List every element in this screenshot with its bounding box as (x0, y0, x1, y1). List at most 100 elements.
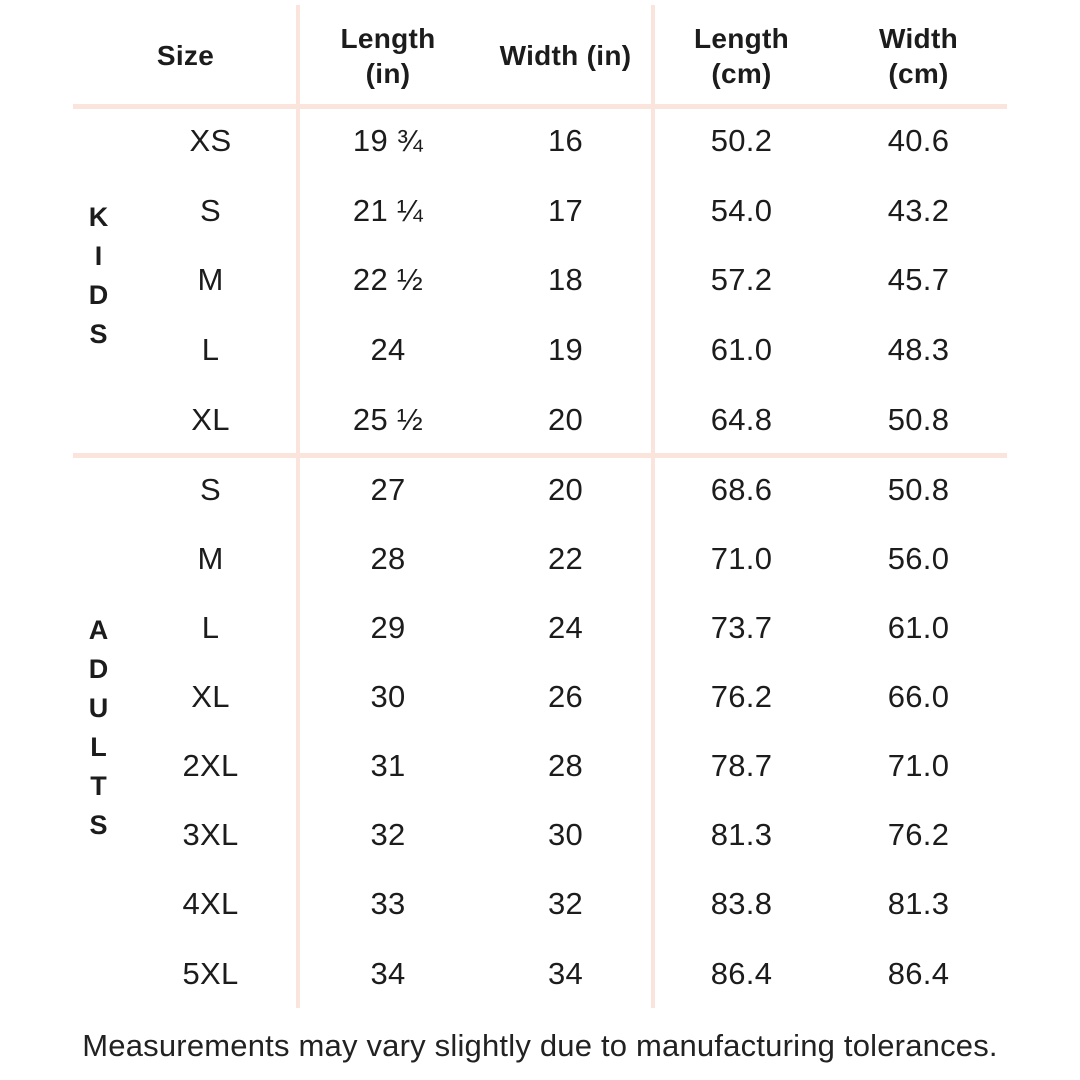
width-cm-cell: 86.4 (887, 955, 950, 991)
size-chart-table: Size Length (in) Width (in) Length (cm) … (73, 5, 1007, 1008)
length-in-cell: 24 (370, 332, 406, 368)
size-cell: M (197, 262, 224, 298)
width-cm-cell: 61.0 (887, 609, 950, 645)
size-cell: L (201, 332, 220, 368)
table-row: 3XL 32 30 81.3 76.2 (123, 801, 1007, 870)
header-length-cm-line2: (cm) (711, 57, 772, 89)
length-cm-cell: 83.8 (710, 886, 773, 922)
size-cell: XS (189, 122, 232, 158)
width-cm-cell: 48.3 (887, 332, 950, 368)
length-cm-cell: 64.8 (710, 402, 773, 438)
size-cell: S (200, 192, 221, 228)
table-row: XS 19 ¾ 16 50.2 40.6 (123, 106, 1007, 176)
width-in-cell: 30 (547, 817, 584, 853)
length-cm-cell: 81.3 (710, 817, 773, 853)
group-cell-kids: KIDS (73, 106, 123, 455)
section-adults: ADULTS S 27 20 68.6 50.8 M 28 22 71.0 56… (73, 455, 1007, 1008)
header-divider (73, 104, 1007, 109)
header-length-in-line2: (in) (365, 57, 411, 89)
header-width-in-label: Width (in) (499, 40, 632, 71)
header-length-cm: Length (cm) (653, 5, 830, 106)
length-cm-cell: 61.0 (710, 332, 773, 368)
width-cm-cell: 66.0 (887, 678, 950, 714)
table-row: XL 25 ½ 20 64.8 50.8 (123, 385, 1007, 455)
length-in-cell: 27 (370, 471, 406, 507)
length-cm-cell: 76.2 (710, 678, 773, 714)
table-header-row: Size Length (in) Width (in) Length (cm) … (73, 5, 1007, 106)
length-cm-cell: 50.2 (710, 122, 773, 158)
group-label-kids: KIDS (83, 202, 114, 359)
length-cm-cell: 78.7 (710, 748, 773, 784)
size-cell: 3XL (182, 817, 239, 853)
length-in-cell: 22 ½ (352, 262, 424, 298)
width-cm-cell: 43.2 (887, 192, 950, 228)
size-cell: M (197, 540, 224, 576)
kids-rows: XS 19 ¾ 16 50.2 40.6 S 21 ¼ 17 54.0 43.2… (123, 106, 1007, 455)
size-cell: XL (191, 402, 230, 438)
header-width-cm-line2: (cm) (888, 57, 949, 89)
width-cm-cell: 45.7 (887, 262, 950, 298)
length-in-cell: 19 ¾ (352, 122, 424, 158)
width-in-cell: 28 (547, 748, 584, 784)
width-cm-cell: 71.0 (887, 748, 950, 784)
kids-adults-divider (73, 453, 1007, 458)
length-in-cell: 30 (370, 678, 406, 714)
header-length-in-line1: Length (340, 22, 436, 54)
length-cm-cell: 57.2 (710, 262, 773, 298)
table-row: M 28 22 71.0 56.0 (123, 524, 1007, 593)
width-in-cell: 24 (547, 609, 584, 645)
size-cell: 4XL (182, 886, 239, 922)
table-row: 4XL 33 32 83.8 81.3 (123, 870, 1007, 939)
header-length-in: Length (in) (298, 5, 478, 106)
table-row: L 24 19 61.0 48.3 (123, 315, 1007, 385)
length-in-cell: 34 (370, 955, 406, 991)
width-in-cell: 19 (547, 332, 584, 368)
width-cm-cell: 50.8 (887, 402, 950, 438)
header-size: Size (73, 5, 298, 106)
length-in-cell: 33 (370, 886, 406, 922)
length-cm-cell: 54.0 (710, 192, 773, 228)
width-in-cell: 26 (547, 678, 584, 714)
table-row: XL 30 26 76.2 66.0 (123, 662, 1007, 731)
header-width-cm-line1: Width (879, 22, 958, 54)
header-width-in: Width (in) (478, 5, 653, 106)
tolerance-disclaimer: Measurements may vary slightly due to ma… (82, 1028, 998, 1063)
size-cell: L (201, 609, 220, 645)
column-divider-right (651, 5, 655, 1008)
table-row: L 29 24 73.7 61.0 (123, 593, 1007, 662)
width-in-cell: 18 (547, 262, 584, 298)
group-cell-adults: ADULTS (73, 455, 123, 1008)
header-length-cm-line1: Length (693, 22, 790, 54)
length-cm-cell: 73.7 (710, 609, 773, 645)
width-cm-cell: 76.2 (887, 817, 950, 853)
width-in-cell: 34 (547, 955, 584, 991)
table-row: 2XL 31 28 78.7 71.0 (123, 732, 1007, 801)
size-cell: XL (191, 678, 230, 714)
size-cell: 5XL (182, 955, 239, 991)
length-in-cell: 32 (370, 817, 406, 853)
table-row: S 21 ¼ 17 54.0 43.2 (123, 176, 1007, 246)
width-cm-cell: 56.0 (887, 540, 950, 576)
length-cm-cell: 71.0 (710, 540, 773, 576)
length-in-cell: 29 (370, 609, 406, 645)
header-width-cm: Width (cm) (830, 5, 1007, 106)
section-kids: KIDS XS 19 ¾ 16 50.2 40.6 S 21 ¼ 17 54.0… (73, 106, 1007, 455)
width-cm-cell: 40.6 (887, 122, 950, 158)
width-in-cell: 22 (547, 540, 584, 576)
length-cm-cell: 68.6 (710, 471, 773, 507)
table-row: 5XL 34 34 86.4 86.4 (123, 939, 1007, 1008)
adults-rows: S 27 20 68.6 50.8 M 28 22 71.0 56.0 L 29… (123, 455, 1007, 1008)
size-cell: 2XL (182, 748, 239, 784)
length-cm-cell: 86.4 (710, 955, 773, 991)
width-in-cell: 16 (547, 122, 584, 158)
width-in-cell: 17 (547, 192, 584, 228)
width-cm-cell: 81.3 (887, 886, 950, 922)
length-in-cell: 28 (370, 540, 406, 576)
width-cm-cell: 50.8 (887, 471, 950, 507)
width-in-cell: 32 (547, 886, 584, 922)
column-divider-left (296, 5, 300, 1008)
length-in-cell: 21 ¼ (352, 192, 424, 228)
width-in-cell: 20 (547, 402, 584, 438)
group-label-adults: ADULTS (83, 614, 114, 849)
width-in-cell: 20 (547, 471, 584, 507)
